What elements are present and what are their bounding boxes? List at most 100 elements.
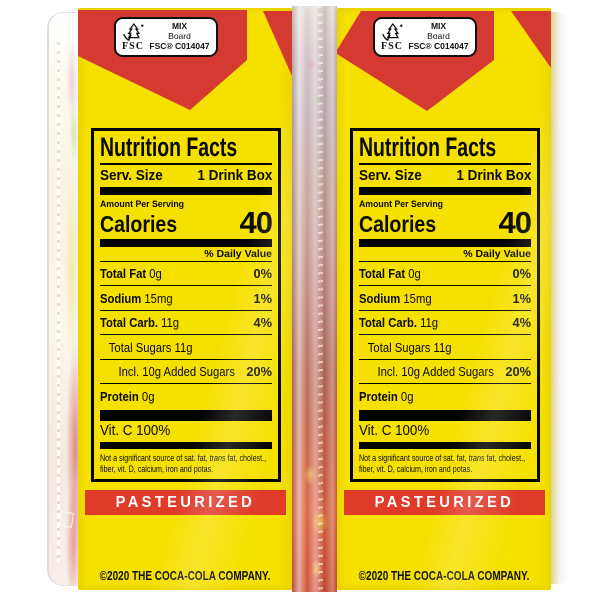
footnote-text: fat, cholest., fiber, vit. D, calcium, i… (359, 452, 526, 476)
fsc-mix-text: MIX (171, 20, 188, 31)
nutrient-name-and-amount: Incl. 10g Added Sugars (118, 364, 235, 380)
footnote: Not a significant source of sat. fat, tr… (359, 453, 531, 476)
nutrition-rows: Total Fat 0g 0% Sodium 15mg 1% Total Carb. 1… (100, 262, 272, 408)
footnote: Not a significant source of sat. fat, tr… (100, 453, 272, 476)
nutrition-row: Total Sugars 11g (359, 335, 531, 360)
divider-hairline (359, 163, 531, 165)
daily-value-percent: 20% (505, 364, 531, 380)
calories-label: Calories (359, 211, 437, 238)
serving-size-value: 1 Drink Box (455, 166, 531, 184)
fsc-cert-number: FSC® C014047 (408, 41, 469, 52)
footnote-text: Not a significant source of sat. fat, (359, 452, 469, 464)
daily-value-percent: 0% (512, 266, 532, 282)
nutrient-name-and-amount: Total Fat 0g (100, 266, 162, 282)
fsc-certification-label: FSC MIX Board FSC® C014047 (373, 17, 477, 57)
nutrition-row: Total Fat 0g 0% (100, 262, 272, 287)
nutrition-row: Incl. 10g Added Sugars 20% (359, 360, 531, 385)
vitamin-c-text: Vit. C 100% (359, 423, 430, 440)
nutrition-row: Total Carb. 11g 4% (359, 311, 531, 336)
section-divider-bar (359, 239, 531, 247)
vitamin-c-row: Vit. C 100% (100, 422, 272, 441)
nutrition-facts-panel: Nutrition Facts Serv. Size 1 Drink Box A… (350, 128, 540, 482)
nutrient-name-and-amount: Total Carb. 11g (359, 315, 439, 331)
nutrient-name-and-amount: Protein 0g (359, 388, 414, 404)
daily-value-header: % Daily Value (359, 248, 531, 262)
copyright-text: ©2020 THE COCA-COLA COMPANY. (99, 569, 271, 583)
nutrition-row: Sodium 15mg 1% (100, 286, 272, 311)
fsc-board-text: Board (168, 30, 191, 41)
calories-row: Calories 40 (100, 204, 273, 240)
nutrition-row: Protein 0g (100, 384, 272, 408)
nutrition-row: Sodium 15mg 1% (359, 286, 531, 311)
amount-per-serving-label: Amount Per Serving (359, 198, 444, 210)
daily-value-percent: 1% (253, 290, 273, 306)
daily-value-header: % Daily Value (100, 248, 272, 262)
shrink-wrap-seam (292, 6, 337, 592)
nutrition-title: Nutrition Facts (100, 132, 238, 162)
footnote-text: Not a significant source of sat. fat, (100, 452, 210, 464)
fsc-logo-block: FSC (381, 22, 403, 52)
calories-value: 40 (239, 204, 273, 240)
serving-size-label: Serv. Size (100, 166, 163, 184)
nutrient-name-and-amount: Sodium 15mg (100, 290, 173, 306)
nutrient-name-and-amount: Sodium 15mg (359, 290, 432, 306)
serving-size-label: Serv. Size (359, 166, 422, 184)
drink-box-left: FSC MIX Board FSC® C014047 Nutrition Fac… (78, 8, 292, 590)
fsc-tree-icon (123, 22, 144, 41)
calories-value: 40 (498, 204, 532, 240)
nutrition-row: Total Fat 0g 0% (359, 262, 531, 287)
section-divider-bar (359, 187, 531, 195)
nutrition-row: Total Sugars 11g (100, 335, 272, 360)
pasteurized-text: PASTEURIZED (374, 493, 515, 511)
fsc-certification-label: FSC MIX Board FSC® C014047 (114, 17, 218, 57)
nutrient-name-and-amount: Total Sugars 11g (108, 339, 193, 355)
nutrition-rows: Total Fat 0g 0% Sodium 15mg 1% Total Carb. 1… (359, 262, 531, 408)
nutrient-name-and-amount: Total Carb. 11g (100, 315, 180, 331)
shrink-wrap-left-edge (47, 12, 81, 586)
fsc-board-text: Board (427, 30, 450, 41)
drink-box-right: FSC MIX Board FSC® C014047 Nutrition Fac… (337, 8, 551, 590)
nutrient-name-and-amount: Incl. 10g Added Sugars (377, 364, 494, 380)
nutrition-row: Total Carb. 11g 4% (100, 311, 272, 336)
daily-value-percent: 4% (253, 315, 273, 331)
divider-hairline (100, 163, 272, 165)
daily-value-percent: 4% (512, 315, 532, 331)
serving-size-value: 1 Drink Box (196, 166, 272, 184)
serving-size-row: Serv. Size 1 Drink Box (100, 165, 272, 186)
nutrition-title: Nutrition Facts (359, 132, 497, 162)
section-divider-bar (100, 239, 272, 247)
fsc-logo-text: FSC (381, 40, 403, 52)
section-divider-bar (359, 409, 531, 421)
pasteurized-banner: PASTEURIZED (344, 490, 545, 515)
footnote-text: fat, cholest., fiber, vit. D, calcium, i… (100, 452, 267, 476)
calories-row: Calories 40 (359, 204, 532, 240)
vitamin-c-text: Vit. C 100% (100, 423, 171, 440)
nutrient-name-and-amount: Total Sugars 11g (367, 339, 452, 355)
fsc-logo-text: FSC (122, 40, 144, 52)
section-divider-bar (100, 409, 272, 421)
fsc-text-block: MIX Board FSC® C014047 (149, 20, 210, 52)
nutrient-name-and-amount: Total Fat 0g (359, 266, 421, 282)
fsc-cert-number: FSC® C014047 (149, 41, 210, 52)
footnote-italic-word: trans (468, 452, 485, 464)
nutrition-row: Protein 0g (359, 384, 531, 408)
nutrition-facts-panel: Nutrition Facts Serv. Size 1 Drink Box A… (91, 128, 281, 482)
footnote-italic-word: trans (209, 452, 226, 464)
box-right-edge (551, 12, 569, 584)
pasteurized-banner: PASTEURIZED (85, 490, 286, 515)
daily-value-percent: 20% (246, 364, 272, 380)
vitamin-c-row: Vit. C 100% (359, 422, 531, 441)
section-divider-bar (100, 187, 272, 195)
fsc-tree-icon (382, 22, 403, 41)
amount-per-serving-label: Amount Per Serving (100, 198, 185, 210)
fsc-logo-block: FSC (122, 22, 144, 52)
section-divider-bar (359, 442, 531, 449)
nutrition-row: Incl. 10g Added Sugars 20% (100, 360, 272, 385)
pasteurized-text: PASTEURIZED (115, 493, 256, 511)
fsc-text-block: MIX Board FSC® C014047 (408, 21, 469, 52)
copyright-text: ©2020 THE COCA-COLA COMPANY. (358, 569, 530, 583)
nutrient-name-and-amount: Protein 0g (100, 388, 155, 404)
section-divider-bar (100, 442, 272, 449)
daily-value-percent: 0% (253, 266, 273, 282)
